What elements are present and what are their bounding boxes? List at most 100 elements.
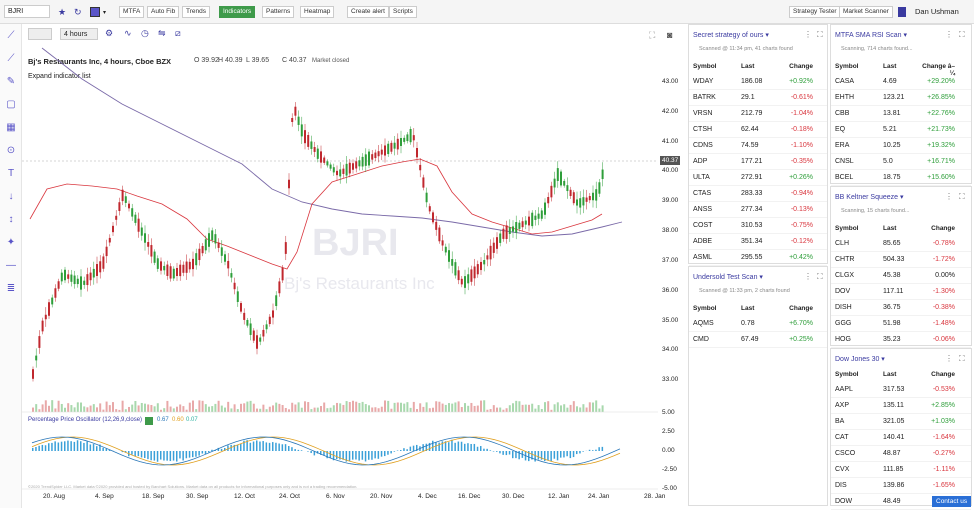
trends-button[interactable]: Trends [182, 6, 210, 18]
refresh-icon[interactable]: ↻ [74, 7, 82, 17]
column-header[interactable]: Symbol [835, 225, 883, 236]
more-icon[interactable]: ⋮ [945, 354, 953, 363]
target-icon[interactable]: ⊙ [5, 145, 17, 157]
user-name[interactable]: Dan Ushman [915, 7, 959, 16]
more-icon[interactable]: ⋮ [945, 192, 953, 201]
star-icon[interactable]: ★ [58, 7, 66, 17]
histogram-bar [550, 451, 552, 461]
more-icon[interactable]: ⋮ [804, 272, 812, 281]
create-alert-button[interactable]: Create alert [347, 6, 389, 18]
color-swatch[interactable] [90, 7, 100, 17]
text-icon[interactable]: T [5, 168, 17, 180]
column-header[interactable]: Change [919, 371, 955, 382]
column-header[interactable]: Symbol [835, 63, 883, 74]
expand-icon[interactable]: ⛶ [959, 192, 965, 202]
volume-bar [182, 406, 184, 412]
scripts-button[interactable]: Scripts [389, 6, 417, 18]
expand-icon[interactable]: ⛶ [817, 272, 823, 282]
more-icon[interactable]: ⋮ [804, 30, 812, 39]
symbol-cell: BCEL [835, 174, 883, 181]
expand-icon[interactable]: ⛶ [959, 354, 965, 364]
histogram-bar [394, 451, 396, 452]
expand-icon[interactable]: ⛶ [817, 30, 823, 40]
heatmap-button[interactable]: Heatmap [300, 6, 334, 18]
column-header[interactable]: Symbol [835, 371, 883, 382]
crosshair-icon[interactable]: ✦ [5, 237, 17, 249]
column-header[interactable]: Symbol [693, 305, 741, 316]
oscillator-label: Percentage Price Oscillator (12,26,9,clo… [28, 417, 142, 423]
change-cell: -0.78% [919, 240, 955, 247]
ray-icon[interactable]: ⟋ [5, 53, 17, 65]
trendline-icon[interactable]: ⟋ [5, 30, 17, 42]
mtfa-button[interactable]: MTFA [119, 6, 144, 18]
column-header[interactable]: Change [919, 225, 955, 236]
histogram-bar [301, 450, 303, 451]
column-header[interactable]: Change [777, 305, 813, 316]
candle [582, 197, 584, 205]
fib-icon[interactable]: ≣ [5, 283, 17, 295]
column-header[interactable]: Last [741, 63, 777, 74]
column-header[interactable]: Change â–¼ [919, 63, 955, 74]
column-header[interactable]: Last [883, 371, 919, 382]
contact-us-button[interactable]: Contact us [932, 496, 971, 507]
horizontal-line-icon[interactable]: — [5, 260, 17, 272]
arrow-down-icon[interactable]: ↓ [5, 191, 17, 203]
more-icon[interactable]: ⋮ [945, 30, 953, 39]
price-chart[interactable]: 4 hours ⚙ ∿ ◷ ⇋ ⧄ ⛶ ◙ Bj's Restaurants I… [22, 24, 686, 508]
rectangle-icon[interactable]: ▢ [5, 99, 17, 111]
strategy-tester-button[interactable]: Strategy Tester [789, 6, 841, 18]
column-header[interactable]: Symbol [693, 63, 741, 74]
auto-fib-button[interactable]: Auto Fib [147, 6, 179, 18]
expand-icon[interactable]: ⛶ [959, 30, 965, 40]
market-scanner-button[interactable]: Market Scanner [839, 6, 893, 18]
patterns-button[interactable]: Patterns [262, 6, 294, 18]
candle [429, 206, 431, 211]
column-header[interactable]: Last [883, 225, 919, 236]
vertical-line-icon[interactable]: ↕ [5, 214, 17, 226]
indicators-button[interactable]: Indicators [219, 6, 255, 18]
user-icon[interactable] [898, 7, 906, 17]
column-header[interactable]: Change [777, 63, 813, 74]
channel-icon[interactable]: ▦ [5, 122, 17, 134]
chevron-down-icon[interactable]: ▾ [103, 9, 106, 16]
column-header[interactable]: Last [741, 305, 777, 316]
column-header[interactable]: Last [883, 63, 919, 74]
oscillator-toggle[interactable] [145, 417, 153, 425]
pencil-icon[interactable]: ✎ [5, 76, 17, 88]
symbol-input[interactable]: BJRI [4, 5, 50, 18]
